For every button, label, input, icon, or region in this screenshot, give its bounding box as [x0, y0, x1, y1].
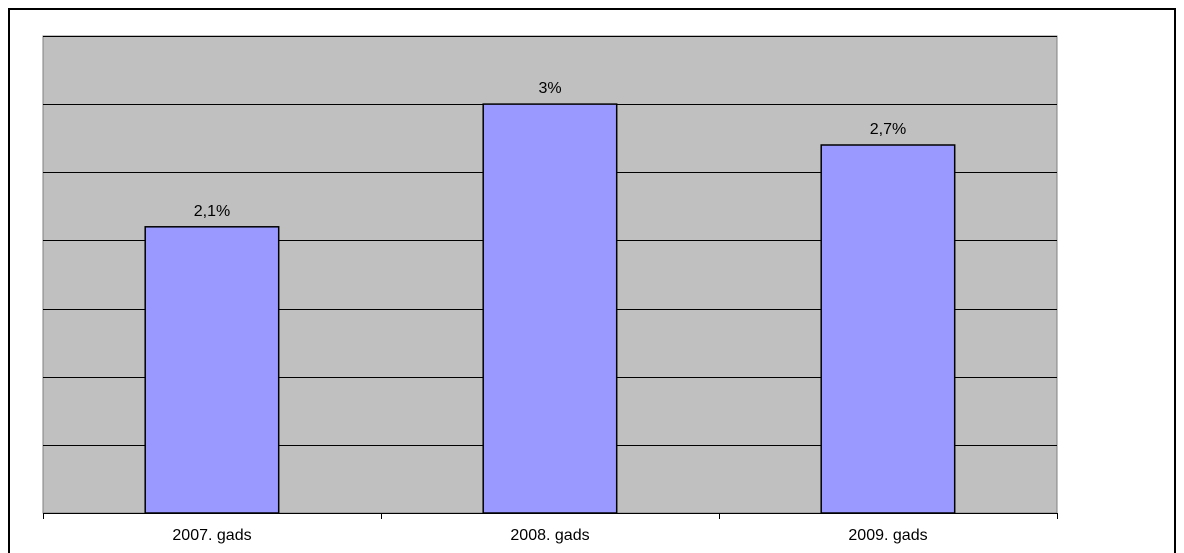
x-tick-label: 2008. gads — [510, 527, 589, 544]
data-label: 3% — [538, 80, 561, 97]
data-label: 2,1% — [194, 203, 230, 220]
x-tick-label: 2007. gads — [172, 527, 251, 544]
bar — [144, 226, 280, 514]
data-labels: 2,1% 3% 2,7% — [194, 80, 906, 220]
bars — [144, 103, 956, 514]
bar — [482, 103, 618, 514]
x-axis: 2007. gads 2008. gads 2009. gads — [43, 513, 1058, 544]
x-tick-label: 2009. gads — [848, 527, 927, 544]
bar — [820, 144, 956, 514]
data-label: 2,7% — [870, 121, 906, 138]
